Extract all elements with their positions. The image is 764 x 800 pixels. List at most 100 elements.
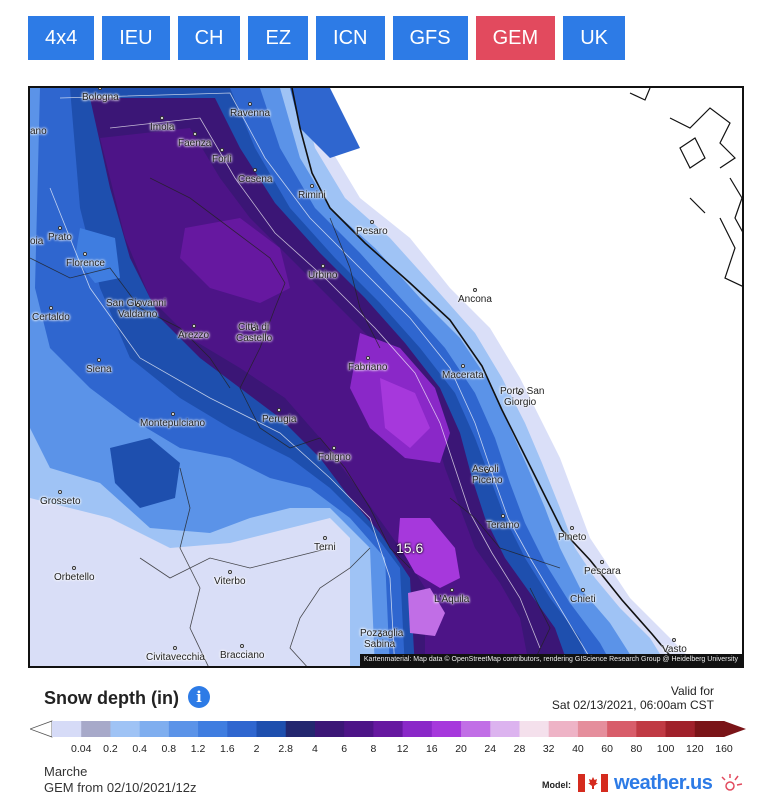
tab-gem[interactable]: GEM xyxy=(475,16,556,60)
scale-tick-label: 120 xyxy=(686,743,704,755)
scale-cell xyxy=(577,721,608,737)
scale-cell xyxy=(227,721,258,737)
map-canvas xyxy=(30,88,742,666)
place-label: Orbetello xyxy=(54,566,95,583)
place-label: Cesena xyxy=(238,168,273,185)
scale-tick-label: 160 xyxy=(715,743,733,755)
place-label: Castello xyxy=(236,327,273,344)
scale-tick-label: 20 xyxy=(455,743,467,755)
scale-cell xyxy=(607,721,637,737)
tab-ez[interactable]: EZ xyxy=(248,16,309,60)
valid-date: Sat 02/13/2021, 06:00am CST xyxy=(551,698,714,712)
scale-cell xyxy=(431,721,462,737)
place-label: Macerata xyxy=(442,364,484,381)
scale-tick-label: 24 xyxy=(484,743,497,755)
map-attribution: Kartenmaterial: Map data © OpenStreetMap… xyxy=(359,654,742,666)
scale-tick-label: 40 xyxy=(572,743,584,755)
place-label: Ravenna xyxy=(230,102,271,119)
weather-us-logo[interactable]: weather.us xyxy=(578,770,744,796)
tab-ieu[interactable]: IEU xyxy=(102,16,170,60)
tab-icn[interactable]: ICN xyxy=(316,16,385,60)
valid-for-label: Valid for xyxy=(670,684,714,698)
scale-tick-label: 32 xyxy=(542,743,555,755)
place-label: Florence xyxy=(66,252,105,269)
place-label: Faenza xyxy=(178,132,212,149)
scale-cell xyxy=(548,721,579,737)
place-label: Viterbo xyxy=(214,570,246,587)
place-label: Pineto xyxy=(558,526,587,543)
place-label: Rimini xyxy=(298,184,326,201)
place-label: Foligno xyxy=(318,446,351,463)
scale-cell xyxy=(519,721,550,737)
place-label: Teramo xyxy=(486,514,520,531)
scale-tick-label: 28 xyxy=(513,743,526,755)
scale-tick-label: 60 xyxy=(601,743,613,755)
scale-cell xyxy=(314,721,345,737)
scale-cell xyxy=(344,721,374,737)
place-label: Siena xyxy=(86,358,112,375)
region-name: Marche xyxy=(44,764,88,779)
canada-flag-icon xyxy=(578,774,608,792)
scale-tick-label: 4 xyxy=(312,743,318,755)
scale-tick-label: 8 xyxy=(370,743,377,755)
scale-tick-label: 1.2 xyxy=(190,743,206,755)
place-label: L'Aquila xyxy=(434,588,470,605)
scale-cell xyxy=(168,721,199,737)
model-label: Model: xyxy=(542,780,571,790)
place-label: Perugia xyxy=(262,408,297,425)
legend-title: Snow depth (in) xyxy=(44,688,179,708)
place-label: Arezzo xyxy=(178,324,210,341)
tab-gfs[interactable]: GFS xyxy=(392,16,468,60)
place-label: Pescara xyxy=(584,560,621,577)
scale-cell xyxy=(636,721,667,737)
scale-cell xyxy=(285,721,316,737)
place-label: Forlì xyxy=(212,148,232,165)
scale-tick-label: 0.8 xyxy=(161,743,177,755)
place-label: oia xyxy=(30,236,44,247)
tab-uk[interactable]: UK xyxy=(563,16,625,60)
place-label: Pozzaglia xyxy=(360,628,404,639)
place-label: Giorgio xyxy=(504,391,537,408)
place-label: Chieti xyxy=(570,588,596,605)
place-label: Piceno xyxy=(472,469,503,486)
scale-cell xyxy=(81,721,111,737)
scale-cell xyxy=(256,721,287,737)
scale-arrow-low xyxy=(30,720,53,738)
tab-4x4[interactable]: 4x4 xyxy=(28,16,95,60)
place-label: Montepulciano xyxy=(140,412,206,429)
place-label: ano xyxy=(30,126,47,137)
place-label: Vasto xyxy=(662,638,687,655)
snow-depth-map[interactable]: Bologna Imola Ravenna Faenza Forlì Cesen… xyxy=(28,86,744,668)
scale-cell xyxy=(52,721,82,737)
scale-cell xyxy=(139,721,170,737)
scale-cell xyxy=(198,721,228,737)
place-label: Urbino xyxy=(308,264,338,281)
place-label: Civitavecchia xyxy=(146,646,205,663)
scale-tick-label: 2 xyxy=(253,743,260,755)
info-icon[interactable]: i xyxy=(188,686,210,708)
scale-tick-labels: 0.04 0.2 0.4 0.8 1.2 1.6 2 2.8 4 6 8 12 16 20 24 28 32 40… xyxy=(0,743,764,757)
place-label: Imola xyxy=(150,116,175,133)
scale-tick-label: 16 xyxy=(425,743,438,755)
place-label: Porto San xyxy=(500,386,545,397)
max-value-label: 15.6 xyxy=(396,540,424,556)
scale-cell xyxy=(110,721,141,737)
model-run: GEM from 02/10/2021/12z xyxy=(44,780,197,795)
scale-tick-label: 6 xyxy=(341,743,348,755)
place-label: Bologna xyxy=(82,88,119,103)
tab-ch[interactable]: CH xyxy=(177,16,241,60)
sun-rays-icon xyxy=(721,774,743,791)
place-label: Ancona xyxy=(458,288,492,305)
scale-tick-label: 0.04 xyxy=(70,743,92,755)
scale-cell xyxy=(461,721,491,737)
scale-tick-label: 1.6 xyxy=(219,743,235,755)
scale-cell xyxy=(402,721,433,737)
place-label: Bracciano xyxy=(220,644,265,661)
brand-name: weather.us xyxy=(614,771,713,794)
place-label: Sabina xyxy=(364,633,396,650)
scale-tick-label: 0.4 xyxy=(132,743,147,755)
color-scale xyxy=(30,720,746,738)
place-label: Prato xyxy=(48,226,72,243)
place-label: Valdarno xyxy=(118,303,158,320)
scale-cell xyxy=(694,721,725,737)
